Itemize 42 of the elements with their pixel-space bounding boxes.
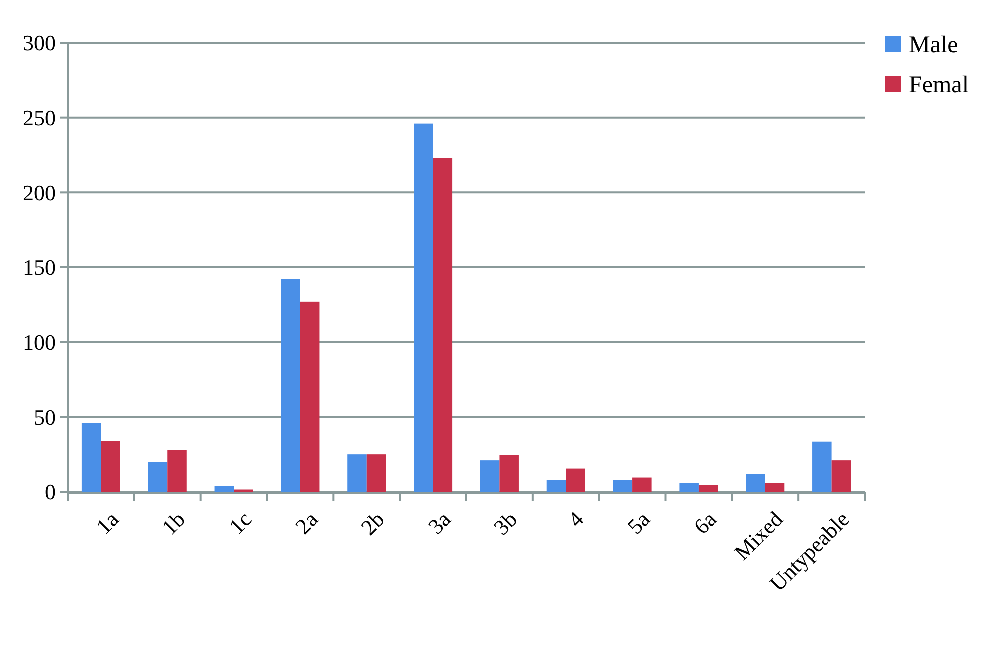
y-tick-label: 100: [23, 330, 56, 356]
y-tick-label: 250: [23, 106, 56, 131]
x-tick-label: 3a: [423, 506, 456, 540]
bar: [546, 480, 566, 492]
bar: [480, 460, 500, 492]
bar: [348, 454, 367, 492]
x-tick-label: 1c: [224, 506, 257, 540]
bar: [414, 124, 434, 492]
bar: [680, 483, 699, 492]
x-tick-label: 2a: [290, 506, 324, 540]
y-tick-label: 300: [23, 30, 56, 56]
x-tick-label: 1b: [156, 506, 190, 540]
bar: [366, 454, 386, 492]
bar: [300, 302, 320, 492]
x-tick-label: 2b: [356, 506, 390, 540]
bar: [101, 441, 120, 492]
bar: [698, 485, 718, 492]
bar: [168, 450, 187, 492]
bar: [214, 486, 234, 492]
bar: [613, 480, 633, 492]
bar: [746, 474, 766, 492]
legend-label: Male: [909, 32, 958, 58]
x-tick-label: 1a: [91, 506, 124, 540]
y-tick-label: 50: [34, 404, 56, 430]
bar: [632, 478, 652, 492]
bar: [812, 442, 832, 492]
bar: [433, 158, 453, 492]
x-tick-label: 6a: [689, 506, 722, 540]
bar: [281, 279, 300, 492]
y-tick-label: 200: [23, 180, 56, 206]
y-tick-label: 150: [23, 255, 56, 280]
x-tick-label: 3b: [488, 506, 522, 540]
bar: [82, 423, 102, 492]
y-tick-label: 0: [45, 480, 56, 505]
bar: [832, 460, 852, 492]
bar: [765, 483, 785, 492]
bar: [148, 462, 168, 492]
x-tick-label: 4: [563, 506, 589, 532]
bar: [566, 468, 586, 492]
bar: [500, 455, 519, 492]
x-tick-label: 5a: [622, 506, 656, 540]
legend-label: Femal: [909, 72, 970, 98]
